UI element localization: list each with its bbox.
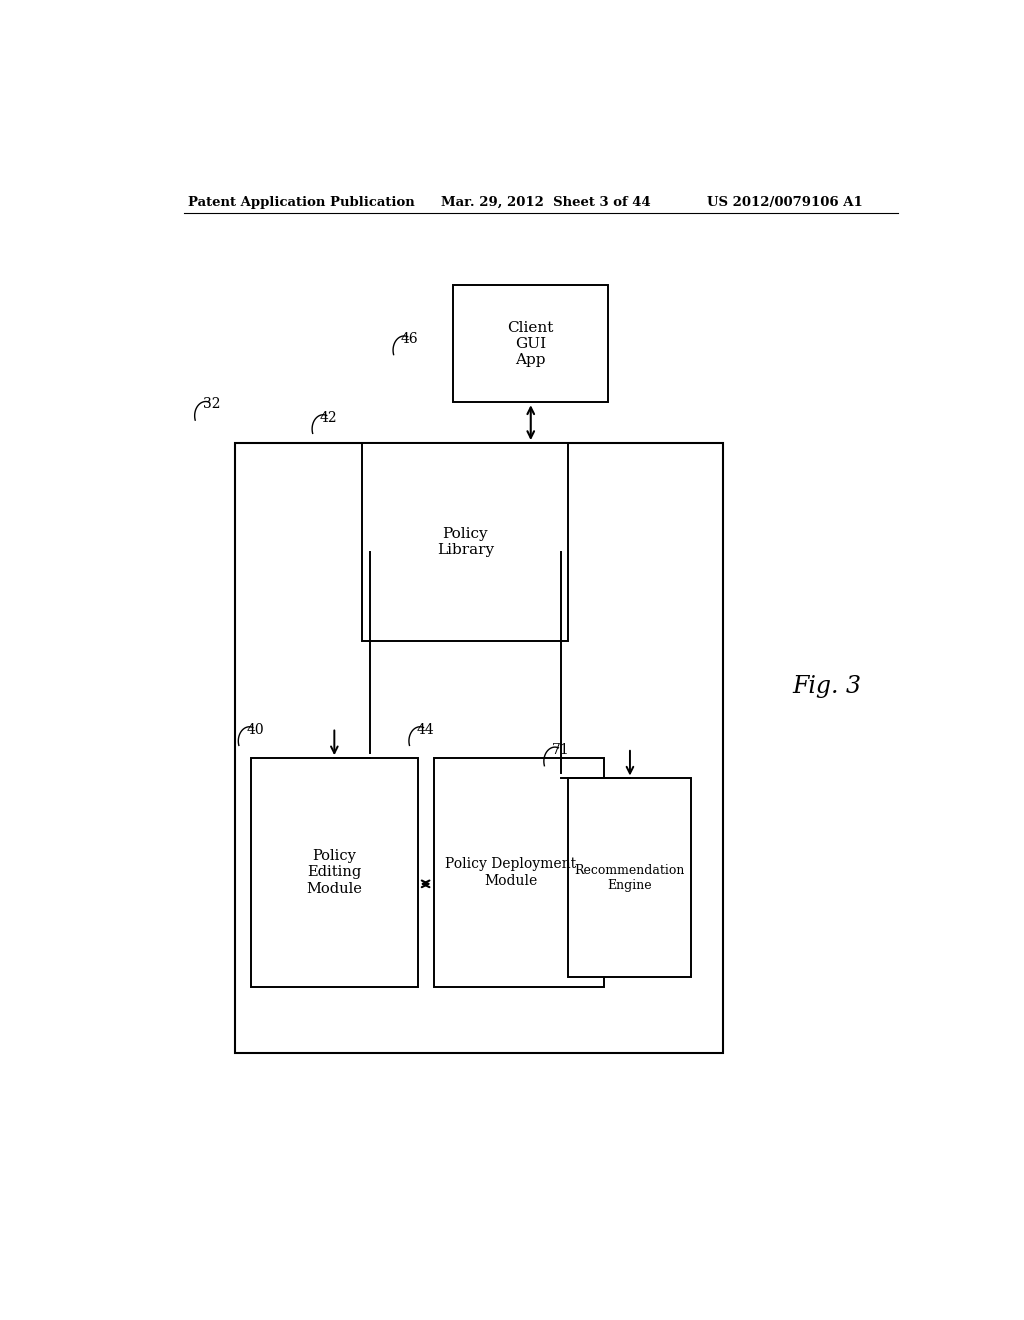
Text: Recommendation
Engine: Recommendation Engine [574,863,685,891]
Bar [454,285,608,403]
Text: 40: 40 [246,722,264,737]
Text: 46: 46 [401,331,419,346]
Text: 71: 71 [552,743,569,756]
Text: 44: 44 [417,722,434,737]
Text: Patent Application Publication: Patent Application Publication [187,195,415,209]
Text: Policy
Library: Policy Library [436,527,494,557]
Text: Policy
Editing
Module: Policy Editing Module [306,849,362,896]
Text: 32: 32 [203,397,220,412]
Text: Mar. 29, 2012  Sheet 3 of 44: Mar. 29, 2012 Sheet 3 of 44 [441,195,651,209]
Text: US 2012/0079106 A1: US 2012/0079106 A1 [708,195,863,209]
Bar [433,758,604,987]
Bar [568,779,691,977]
Bar [362,444,568,642]
Bar [251,758,418,987]
Text: Client
GUI
App: Client GUI App [508,321,554,367]
Text: 42: 42 [319,411,338,425]
Text: Policy Deployment
Module: Policy Deployment Module [445,857,577,887]
Text: Fig. 3: Fig. 3 [792,676,861,698]
Bar [236,444,723,1053]
